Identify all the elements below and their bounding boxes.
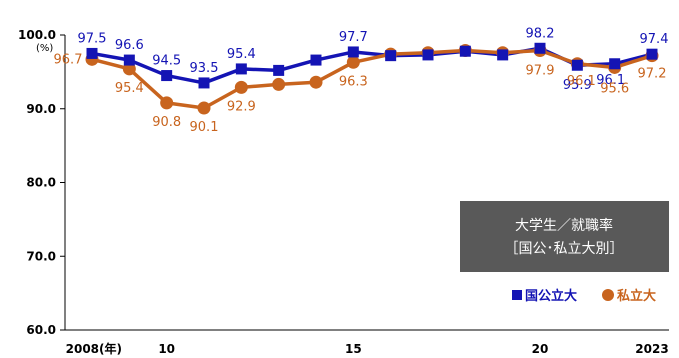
x-tick-label: 2008(年) [66, 341, 122, 356]
data-labels: 97.5 96.694.5 93.595.497.7 98.295.9 96.197.4… [54, 26, 669, 135]
national-data-label: 98.2 [526, 26, 555, 41]
national-data-label: 97.5 [78, 31, 107, 46]
national-point [571, 59, 583, 71]
private-point [346, 55, 360, 69]
x-tick-label: 2023 [635, 342, 668, 356]
private-point [272, 77, 286, 91]
series-layer [85, 42, 659, 115]
national-data-label: 93.5 [190, 61, 219, 76]
series-line-1 [91, 48, 653, 110]
private-point [122, 62, 136, 76]
private-point [197, 101, 211, 115]
national-data-label: 94.5 [152, 54, 181, 69]
national-point [646, 48, 658, 60]
private-data-label: 95.4 [115, 81, 144, 96]
y-tick-label: 90.0 [26, 102, 56, 116]
legend: 国公立大 私立大 [512, 288, 656, 304]
national-point [161, 70, 173, 82]
x-tick-label: 10 [158, 342, 175, 356]
national-point [385, 50, 397, 62]
national-point [422, 49, 434, 61]
chart-title-line-1: 大学生／就職率 [515, 217, 613, 234]
national-data-label: 95.4 [227, 47, 256, 62]
national-point [273, 64, 285, 76]
x-tick-label: 20 [532, 342, 549, 356]
national-point [198, 77, 210, 89]
national-point [534, 42, 546, 54]
national-data-label: 97.4 [640, 32, 669, 47]
national-point [123, 54, 135, 66]
legend-label-private: 私立大 [617, 288, 656, 304]
private-data-label: 96.3 [339, 74, 368, 89]
chart-title-line-2: ［国公･私立大別］ [505, 241, 624, 257]
x-axis: 2008(年) 10 15 20 2023 [65, 329, 669, 356]
private-point [309, 75, 323, 89]
y-tick-label: 100.0 [18, 28, 56, 42]
y-tick-label: 70.0 [26, 249, 56, 263]
national-point [310, 54, 322, 66]
x-tick-label: 15 [345, 342, 362, 356]
private-data-label: 96.7 [54, 52, 83, 67]
private-point [234, 80, 248, 94]
national-data-label: 97.7 [339, 30, 368, 45]
national-point [497, 49, 509, 61]
private-data-label: 95.6 [600, 81, 629, 96]
unit-label: (%) [36, 43, 53, 54]
chart-title-box: 大学生／就職率 ［国公･私立大別］ [460, 201, 669, 272]
y-axis: 100.0 90.0 80.0 70.0 60.0 [18, 28, 66, 337]
national-point [235, 63, 247, 75]
national-data-label: 96.6 [115, 38, 144, 53]
national-point [609, 58, 621, 70]
private-point [160, 96, 174, 110]
private-data-label: 90.8 [152, 115, 181, 130]
y-tick-label: 60.0 [26, 323, 56, 337]
national-point [459, 45, 471, 57]
private-data-label: 96.1 [567, 74, 596, 89]
private-data-label: 92.9 [227, 99, 256, 114]
national-data-label: 96.1 [596, 73, 625, 88]
national-point [347, 46, 359, 58]
private-data-label: 97.2 [638, 67, 667, 82]
legend-marker-national [512, 290, 522, 300]
national-point [86, 47, 98, 59]
legend-label-national: 国公立大 [525, 288, 577, 304]
national-data-label: 95.9 [563, 78, 592, 93]
private-data-label: 97.9 [526, 63, 555, 78]
legend-marker-private [602, 289, 614, 301]
private-data-label: 90.1 [190, 120, 219, 135]
y-tick-label: 80.0 [26, 176, 56, 190]
